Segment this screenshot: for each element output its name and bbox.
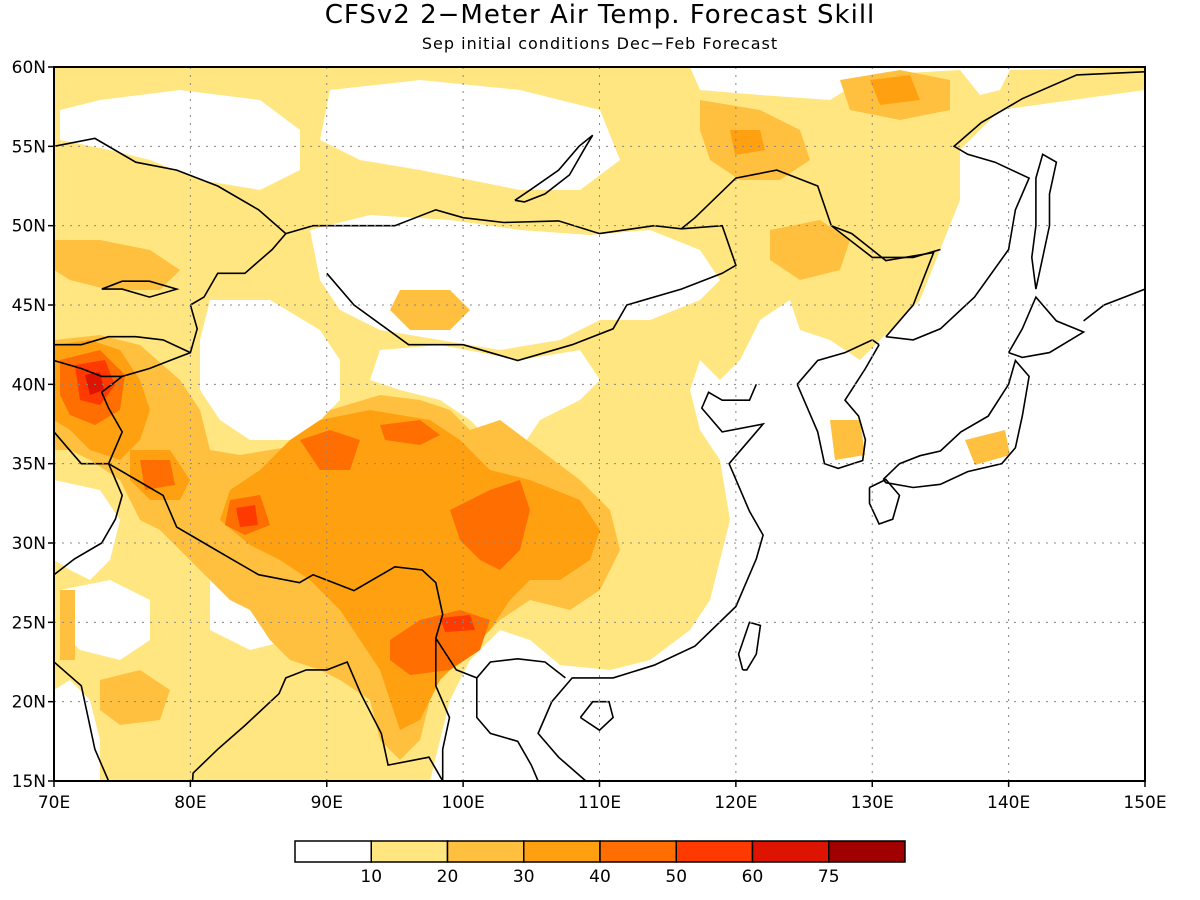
lat-tick-label: 45N <box>12 296 46 316</box>
colorbar-label: 75 <box>818 867 840 887</box>
skill-level-30 <box>730 130 765 155</box>
chart-subtitle: Sep initial conditions Dec−Feb Forecast <box>421 34 779 53</box>
lat-tick-label: 55N <box>12 137 46 157</box>
lat-tick-label: 15N <box>12 772 46 792</box>
skill-level-0 <box>370 345 600 450</box>
colorbar-label: 10 <box>360 867 382 887</box>
skill-level-40 <box>140 460 175 490</box>
lon-tick-label: 150E <box>1123 793 1166 813</box>
coastline-path <box>189 233 287 306</box>
coastline-path <box>737 621 762 671</box>
colorbar-label: 50 <box>665 867 687 887</box>
skill-level-0 <box>54 480 120 580</box>
colorbar-swatch <box>523 840 601 863</box>
coastline-path <box>326 224 737 362</box>
lon-tick-label: 110E <box>578 793 621 813</box>
lat-tick-label: 50N <box>12 217 46 237</box>
skill-level-20 <box>390 290 470 330</box>
skill-level-20 <box>830 420 865 460</box>
coastline-path <box>868 478 901 525</box>
coastline-path <box>796 338 880 385</box>
gridlines <box>54 67 1145 781</box>
lat-ticks: 15N 20N 25N 30N 35N 40N 45N 50N 55N 60N <box>12 58 54 792</box>
colorbar-swatch <box>599 840 677 863</box>
lat-tick-label: 20N <box>12 693 46 713</box>
lon-tick-label: 90E <box>311 793 343 813</box>
colorbar-swatch <box>751 840 830 863</box>
coastline-path <box>54 137 941 259</box>
coastline-path <box>831 224 935 338</box>
lon-ticks: 70E 80E 90E 100E 110E 120E 130E 140E 150E <box>38 781 1167 813</box>
coastline-path <box>1030 153 1058 290</box>
coastline-path <box>54 359 123 378</box>
coastline-path <box>796 344 880 470</box>
colorbar-swatch <box>675 840 754 863</box>
coastline-path <box>514 134 594 203</box>
lon-tick-label: 80E <box>174 793 206 813</box>
coastline-path <box>435 638 451 781</box>
lon-tick-label: 100E <box>442 793 485 813</box>
lon-tick-label: 140E <box>987 793 1030 813</box>
skill-level-40 <box>380 420 440 445</box>
skill-level-0 <box>200 300 340 440</box>
skill-level-20 <box>60 590 75 660</box>
lat-tick-label: 35N <box>12 455 46 475</box>
skill-level-50 <box>440 615 475 632</box>
skill-level-20 <box>770 220 850 280</box>
skill-level-30 <box>870 75 920 105</box>
lat-tick-label: 25N <box>12 613 46 633</box>
coastline-path <box>54 660 444 781</box>
lon-tick-label: 130E <box>851 793 894 813</box>
colorbar-swatch <box>446 840 525 863</box>
coastline-path <box>537 383 766 781</box>
coastline-path <box>54 463 124 576</box>
colorbar-swatch <box>294 840 372 863</box>
coastline-path <box>1007 295 1086 359</box>
coastline-path <box>101 280 180 298</box>
colorbar-label: 40 <box>589 867 611 887</box>
skill-level-40 <box>450 480 530 570</box>
colorbar-swatch <box>828 840 906 863</box>
lat-tick-label: 60N <box>12 58 46 78</box>
lon-tick-label: 120E <box>714 793 757 813</box>
skill-level-20 <box>54 240 180 290</box>
skill-shading <box>54 67 1145 781</box>
colorbar-label: 60 <box>742 867 764 887</box>
colorbar: 10 20 30 40 50 60 75 <box>294 840 906 887</box>
skill-level-60 <box>85 372 104 395</box>
chart-title: CFSv2 2−Meter Air Temp. Forecast Skill <box>324 0 876 30</box>
lat-tick-label: 40N <box>12 375 46 395</box>
coastline-path <box>579 700 614 732</box>
skill-level-50 <box>236 505 258 527</box>
skill-level-40 <box>300 430 360 470</box>
coastline-path <box>476 677 539 781</box>
skill-level-0 <box>60 580 150 660</box>
colorbar-label: 20 <box>437 867 459 887</box>
skill-level-0 <box>60 90 300 190</box>
lat-tick-label: 30N <box>12 534 46 554</box>
skill-level-20 <box>965 430 1010 465</box>
coastline-path <box>882 358 1030 489</box>
coastline-path <box>108 463 566 679</box>
coastline-path <box>1083 288 1145 322</box>
coastlines <box>54 71 1145 781</box>
colorbar-swatch <box>370 840 449 863</box>
skill-level-20 <box>100 670 170 725</box>
colorbar-label: 30 <box>513 867 535 887</box>
coastline-path <box>885 71 1145 341</box>
skill-level-0 <box>320 80 620 190</box>
lon-tick-label: 70E <box>38 793 70 813</box>
coastline-path <box>54 335 191 354</box>
